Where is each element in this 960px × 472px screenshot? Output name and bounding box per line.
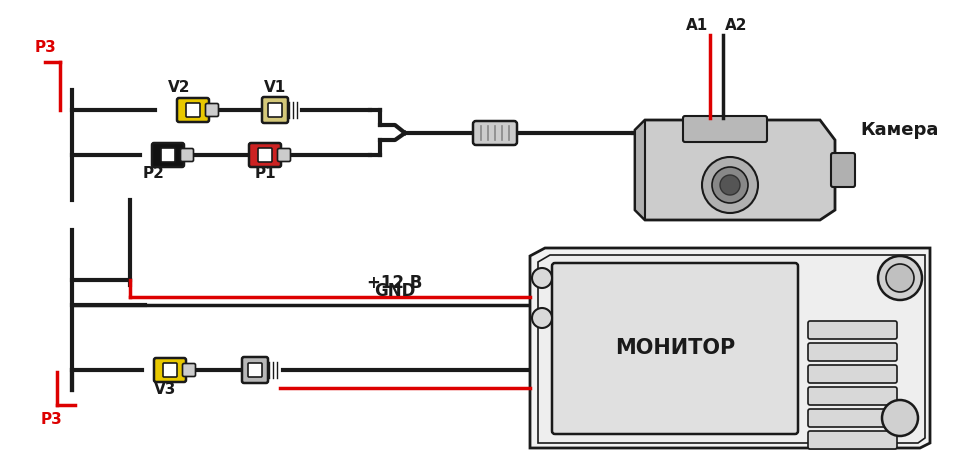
FancyBboxPatch shape [277, 149, 291, 161]
Polygon shape [635, 120, 645, 220]
FancyBboxPatch shape [205, 103, 219, 117]
FancyBboxPatch shape [808, 387, 897, 405]
Text: A1: A1 [685, 17, 708, 33]
FancyBboxPatch shape [258, 148, 272, 162]
Text: V1: V1 [264, 81, 286, 95]
Circle shape [712, 167, 748, 203]
Circle shape [878, 256, 922, 300]
Text: GND: GND [374, 282, 416, 300]
Text: P3: P3 [41, 413, 62, 428]
FancyBboxPatch shape [161, 148, 175, 162]
FancyBboxPatch shape [808, 365, 897, 383]
FancyBboxPatch shape [163, 363, 177, 377]
FancyBboxPatch shape [249, 143, 281, 167]
FancyBboxPatch shape [683, 116, 767, 142]
FancyBboxPatch shape [186, 103, 200, 117]
FancyBboxPatch shape [180, 149, 194, 161]
Circle shape [882, 400, 918, 436]
FancyBboxPatch shape [268, 103, 282, 117]
Circle shape [886, 264, 914, 292]
FancyBboxPatch shape [831, 153, 855, 187]
FancyBboxPatch shape [552, 263, 798, 434]
FancyBboxPatch shape [242, 357, 268, 383]
Text: P1: P1 [254, 166, 276, 180]
FancyBboxPatch shape [182, 363, 196, 377]
FancyBboxPatch shape [152, 143, 184, 167]
Text: P3: P3 [35, 41, 56, 56]
FancyBboxPatch shape [177, 98, 209, 122]
Polygon shape [635, 120, 835, 220]
Circle shape [532, 268, 552, 288]
Text: A2: A2 [725, 17, 748, 33]
FancyBboxPatch shape [808, 321, 897, 339]
FancyBboxPatch shape [808, 409, 897, 427]
Text: Камера: Камера [860, 121, 938, 139]
Text: P2: P2 [143, 166, 165, 180]
Polygon shape [538, 255, 925, 443]
Text: V3: V3 [154, 382, 177, 397]
FancyBboxPatch shape [154, 358, 186, 382]
FancyBboxPatch shape [808, 431, 897, 449]
FancyBboxPatch shape [248, 363, 262, 377]
FancyBboxPatch shape [473, 121, 517, 145]
FancyBboxPatch shape [808, 343, 897, 361]
FancyBboxPatch shape [262, 97, 288, 123]
Circle shape [720, 175, 740, 195]
Polygon shape [530, 248, 930, 448]
Circle shape [532, 308, 552, 328]
Text: МОНИТОР: МОНИТОР [614, 338, 735, 359]
Circle shape [702, 157, 758, 213]
Text: +12 В: +12 В [368, 274, 422, 292]
Text: V2: V2 [168, 81, 190, 95]
